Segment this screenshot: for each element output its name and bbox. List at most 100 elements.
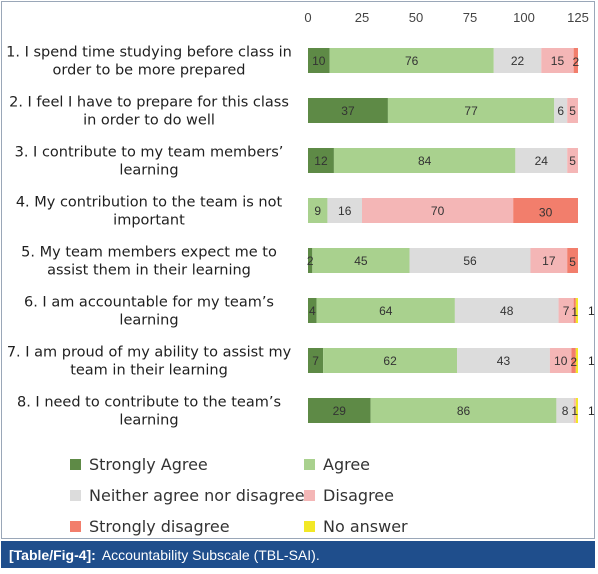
x-tick-label: 25 (355, 10, 369, 25)
bar-segment (513, 198, 578, 223)
category-label: 3. I contribute to my team members’ (15, 145, 284, 161)
bar-segment (556, 398, 574, 423)
category-label: learning (119, 413, 178, 429)
legend-label: Strongly Agree (89, 454, 208, 474)
bar-segment (409, 248, 531, 273)
value-label: 7 (563, 304, 570, 318)
figure-frame: 0 25 50 75 100 125 1. I spend time studying b… (1, 1, 595, 539)
value-label: 15 (551, 54, 565, 68)
bar-segment (312, 248, 410, 273)
bar-segment (308, 298, 317, 323)
value-label: 1 (571, 404, 578, 418)
bar-segment (316, 298, 455, 323)
x-tick-label: 125 (567, 10, 589, 25)
category-label: 7. I am proud of my ability to assist my (7, 345, 292, 361)
category-label: order to be more prepared (53, 63, 246, 79)
value-label: 9 (314, 204, 321, 218)
bar-segment (370, 398, 557, 423)
bar-segment (575, 298, 578, 323)
value-label: 76 (405, 54, 419, 68)
bar-segment (571, 348, 576, 373)
legend-item: Strongly Agree (70, 452, 208, 476)
bar-segment (362, 198, 514, 223)
category-label: 2. I feel I have to prepare for this cla… (9, 95, 289, 111)
value-label: 2 (572, 55, 579, 69)
value-label: 1 (588, 354, 595, 368)
value-label: 6 (557, 104, 564, 118)
legend-item: Neither agree nor disagree (70, 483, 305, 507)
bar-segment (558, 298, 574, 323)
legend-label: Agree (323, 454, 371, 474)
legend: Strongly Agree Agree Neither agree nor dis… (70, 452, 590, 540)
bar-segment (308, 48, 330, 73)
figure-caption: [Table/Fig-4]: Accountability Subscale (… (1, 541, 595, 568)
value-label: 77 (464, 104, 478, 118)
value-label: 43 (497, 354, 511, 368)
value-label: 24 (535, 154, 549, 168)
category-label: 1. I spend time studying before class in (6, 45, 292, 61)
value-label: 70 (431, 204, 445, 218)
category-label: important (113, 213, 185, 229)
bar-segment (457, 348, 550, 373)
value-label: 22 (511, 54, 525, 68)
value-labels: 10 76 22 15 237 77 6 512 84 24 59 16 70 302 45 56 17 54 64… (307, 54, 595, 418)
category-label: 5. My team members expect me to (21, 245, 277, 261)
bar-segment (323, 348, 458, 373)
value-label: 17 (542, 254, 556, 268)
legend-item: Disagree (304, 483, 394, 507)
value-label: 29 (333, 404, 347, 418)
legend-swatch (304, 489, 315, 501)
bar-segment (308, 398, 371, 423)
value-label: 5 (569, 255, 576, 269)
value-label: 5 (569, 154, 576, 168)
bar-segment (308, 148, 334, 173)
value-label: 62 (383, 354, 397, 368)
legend-item: No answer (304, 514, 408, 538)
category-labels: 1. I spend time studying before class in… (6, 45, 292, 429)
value-label: 30 (539, 206, 553, 220)
value-label: 7 (312, 354, 319, 368)
bar-segment (308, 348, 324, 373)
bar-segment (329, 48, 494, 73)
value-label: 10 (312, 54, 326, 68)
value-label: 86 (457, 404, 471, 418)
x-axis-ticks: 0 25 50 75 100 125 (304, 10, 588, 25)
bar-segment (567, 98, 578, 123)
bar-segment (493, 48, 542, 73)
legend-label: Strongly disagree (89, 516, 230, 536)
legend-item: Strongly disagree (70, 514, 230, 538)
bar-segment (308, 198, 328, 223)
bar-segment (333, 148, 516, 173)
bar-segment (573, 298, 576, 323)
value-label: 16 (338, 204, 352, 218)
stacked-bar-chart: 0 25 50 75 100 125 1. I spend time studying b… (6, 10, 595, 429)
bar-segment (575, 348, 578, 373)
legend-swatch (70, 489, 81, 501)
bars (308, 48, 578, 423)
category-label: 6. I am accountable for my team’s (24, 295, 274, 311)
legend-swatch (304, 458, 315, 470)
value-label: 48 (500, 304, 514, 318)
value-label: 10 (554, 354, 568, 368)
category-label: assist them in their learning (47, 263, 251, 279)
legend-swatch (304, 520, 315, 532)
category-label: learning (119, 163, 178, 179)
value-label: 12 (314, 154, 328, 168)
category-label: 8. I need to contribute to the team’s (17, 395, 281, 411)
legend-swatch (70, 458, 81, 470)
legend-label: Neither agree nor disagree (89, 485, 305, 505)
value-label: 2 (307, 254, 314, 268)
value-label: 1 (588, 304, 595, 318)
bar-segment (573, 398, 576, 423)
value-label: 1 (571, 305, 578, 319)
bar-segment (567, 148, 578, 173)
bar-segment (573, 48, 578, 73)
value-label: 37 (341, 104, 355, 118)
value-label: 64 (379, 304, 393, 318)
x-tick-label: 0 (304, 10, 311, 25)
bar-segment (454, 298, 559, 323)
x-tick-label: 100 (513, 10, 535, 25)
bar-segment (327, 198, 362, 223)
category-label: 4. My contribution to the team is not (16, 195, 283, 211)
bar-segment (575, 398, 578, 423)
